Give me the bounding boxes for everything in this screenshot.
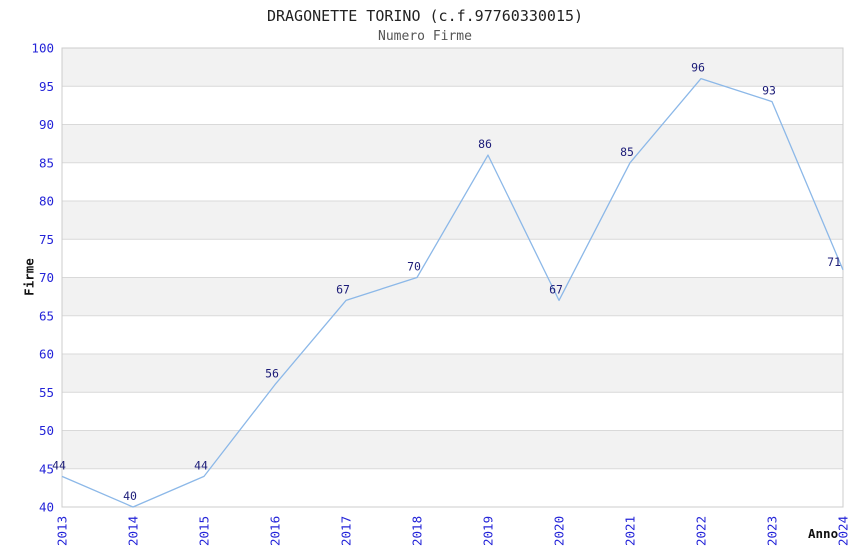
- background-band: [62, 277, 843, 316]
- y-tick-label: 95: [39, 79, 54, 94]
- background-band: [62, 201, 843, 240]
- x-tick-label: 2014: [126, 516, 141, 546]
- x-tick-label: 2019: [481, 516, 496, 546]
- point-value-label: 71: [827, 255, 841, 269]
- y-tick-label: 85: [39, 155, 54, 170]
- y-tick-label: 90: [39, 117, 54, 132]
- point-value-label: 93: [762, 84, 776, 98]
- point-value-label: 96: [691, 61, 705, 75]
- y-tick-label: 55: [39, 385, 54, 400]
- point-value-label: 85: [620, 145, 634, 159]
- point-value-label: 44: [52, 458, 66, 472]
- x-tick-label: 2018: [410, 516, 425, 546]
- chart-subtitle: Numero Firme: [378, 29, 472, 44]
- point-value-label: 67: [336, 282, 350, 296]
- point-value-label: 67: [549, 282, 563, 296]
- background-band: [62, 354, 843, 393]
- series-line: [61, 77, 844, 508]
- y-tick-label: 45: [39, 461, 54, 476]
- y-tick-label: 60: [39, 347, 54, 362]
- background-band: [62, 124, 843, 163]
- point-value-label: 40: [123, 489, 137, 503]
- y-tick-label: 40: [39, 500, 54, 515]
- chart-title: DRAGONETTE TORINO (c.f.97760330015): [266, 7, 584, 25]
- x-tick-label: 2016: [268, 516, 283, 546]
- x-tick-label: 2015: [197, 516, 212, 546]
- background-band: [62, 48, 843, 87]
- point-value-label: 56: [265, 367, 279, 381]
- x-tick-label: 2024: [836, 516, 850, 546]
- point-value-label: 86: [478, 137, 492, 151]
- plot-border: [61, 47, 844, 508]
- point-value-label: 44: [194, 458, 208, 472]
- y-tick-label: 100: [31, 41, 54, 56]
- x-axis-label: Anno: [808, 526, 839, 541]
- x-tick-label: 2023: [765, 516, 780, 546]
- y-tick-label: 75: [39, 232, 54, 247]
- x-tick-label: 2022: [694, 516, 709, 546]
- background-band: [62, 430, 843, 469]
- x-tick-label: 2020: [552, 516, 567, 546]
- y-tick-label: 70: [39, 270, 54, 285]
- y-tick-label: 80: [39, 194, 54, 209]
- point-value-label: 70: [407, 260, 421, 274]
- x-tick-label: 2017: [339, 516, 354, 546]
- y-tick-label: 50: [39, 423, 54, 438]
- x-tick-label: 2021: [623, 516, 638, 546]
- y-tick-label: 65: [39, 308, 54, 323]
- x-tick-label: 2013: [55, 516, 70, 546]
